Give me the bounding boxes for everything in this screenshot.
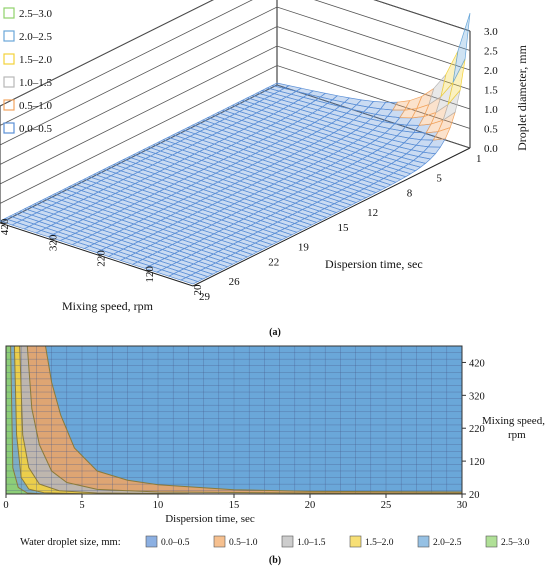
z-tick-label: 3.0 — [484, 26, 498, 38]
legend-swatch — [485, 535, 498, 548]
x-tick-label: 12 — [367, 207, 378, 219]
z-gridline — [0, 0, 471, 107]
legend-entry: 0.0–0.5 — [161, 538, 190, 548]
y-tick-label: 220 — [96, 250, 108, 267]
x-tick-label: 20 — [305, 500, 316, 511]
x-tick-label: 26 — [229, 276, 241, 288]
axis-edge — [0, 222, 194, 287]
legend-swatch — [3, 76, 15, 88]
z-gridline — [0, 6, 471, 146]
legend-swatch — [145, 535, 158, 548]
z-tick-labels: 0.0 0.5 1.0 1.5 2.0 2.5 3.0 — [484, 26, 498, 155]
y-axis-label: Mixing speed, rpm — [482, 415, 545, 441]
legend-swatch — [3, 53, 15, 65]
legend-entry: 0.5–1.0 — [19, 100, 53, 112]
legend-swatch — [3, 7, 15, 19]
contour-line — [10, 346, 45, 494]
contour-line — [19, 346, 189, 494]
legend: Water droplet size, mm: 0.0–0.5 0.5–1.0 1.… — [20, 535, 530, 548]
axis-edge — [192, 147, 471, 287]
y-axis-label: Mixing speed, rpm — [62, 299, 154, 313]
z-axis-label: Droplet diameter, mm — [515, 44, 529, 150]
x-tick-label: 15 — [338, 222, 350, 234]
contour-line — [13, 346, 83, 494]
x-tick-label: 1 — [476, 153, 482, 165]
contour-chart: 0 5 10 15 20 25 30 20 120 220 320 420 Dispersion t… — [3, 345, 545, 566]
legend: 2.5–3.0 2.0–2.5 1.5–2.0 1.0–1.5 0.5–1.0 0.0–0… — [3, 7, 53, 135]
back-wall-gridlines — [0, 0, 471, 224]
x-tick-label: 0 — [3, 500, 8, 511]
legend-swatch — [3, 99, 15, 111]
y-tick-label: 220 — [469, 424, 485, 435]
z-tick-label: 1.0 — [484, 104, 498, 116]
contour-line — [26, 346, 462, 494]
y-tick-label: 120 — [144, 266, 156, 283]
axis-edge — [373, 0, 471, 32]
legend-title: Water droplet size, mm: — [20, 537, 121, 548]
y-tick-label: 120 — [469, 457, 485, 468]
legend-entry: 0.0–0.5 — [19, 123, 53, 135]
x-tick-label: 10 — [153, 500, 164, 511]
legend-swatch — [417, 535, 430, 548]
y-tick-label: 20 — [192, 284, 204, 296]
z-tick-label: 2.5 — [484, 46, 498, 58]
z-gridline — [0, 26, 471, 165]
legend-entry: 1.5–2.0 — [19, 54, 53, 66]
legend-swatch — [281, 535, 294, 548]
legend-swatch — [213, 535, 226, 548]
x-tick-label: 8 — [407, 188, 413, 200]
legend-swatch — [3, 30, 15, 42]
y-tick-label: 20 — [469, 490, 480, 501]
x-tick-label: 5 — [79, 500, 84, 511]
x-tick-labels: 0 5 10 15 20 25 30 — [3, 494, 467, 511]
x-axis-label: Dispersion time, sec — [325, 257, 423, 271]
z-tick-label: 0.5 — [484, 124, 498, 136]
x-axis-label: Dispersion time, sec — [165, 513, 255, 525]
x-tick-label: 19 — [298, 242, 310, 254]
y-tick-label: 320 — [469, 391, 485, 402]
surface-cell — [452, 12, 471, 83]
legend-swatch — [3, 122, 15, 134]
x-tick-label: 22 — [268, 257, 279, 269]
legend-entry: 0.5–1.0 — [229, 538, 258, 548]
legend-entry: 2.5–3.0 — [19, 8, 53, 20]
x-tick-label: 25 — [381, 500, 392, 511]
z-tick-label: 0.0 — [484, 143, 498, 155]
x-tick-label: 5 — [436, 173, 442, 185]
x-tick-label: 15 — [229, 500, 240, 511]
panel-label-b: (b) — [269, 555, 281, 566]
z-tick-label: 1.5 — [484, 85, 498, 97]
legend-entry: 2.0–2.5 — [19, 31, 53, 43]
z-tick-label: 2.0 — [484, 65, 498, 77]
x-tick-label: 29 — [199, 291, 211, 303]
x-tick-label: 30 — [457, 500, 468, 511]
legend-entry: 2.5–3.0 — [501, 538, 530, 548]
z-gridline — [0, 45, 471, 185]
panel-label-a: (a) — [269, 327, 281, 338]
y-tick-label: 420 — [469, 358, 485, 369]
legend-entry: 1.0–1.5 — [19, 77, 53, 89]
z-gridline — [0, 0, 471, 126]
surface-mesh — [0, 12, 471, 285]
legend-entry: 1.0–1.5 — [297, 538, 326, 548]
y-tick-labels: 20 120 220 320 420 — [0, 218, 204, 295]
plot-gridlines — [6, 346, 462, 494]
z-gridline — [0, 65, 471, 204]
contour-line — [45, 346, 462, 493]
legend-swatch — [349, 535, 362, 548]
legend-entry: 1.5–2.0 — [365, 538, 394, 548]
y-tick-labels: 20 120 220 320 420 — [462, 358, 485, 501]
y-tick-label: 320 — [47, 234, 59, 251]
legend-entry: 2.0–2.5 — [433, 538, 462, 548]
contour-lines — [10, 346, 462, 494]
y-tick-label: 420 — [0, 218, 11, 235]
